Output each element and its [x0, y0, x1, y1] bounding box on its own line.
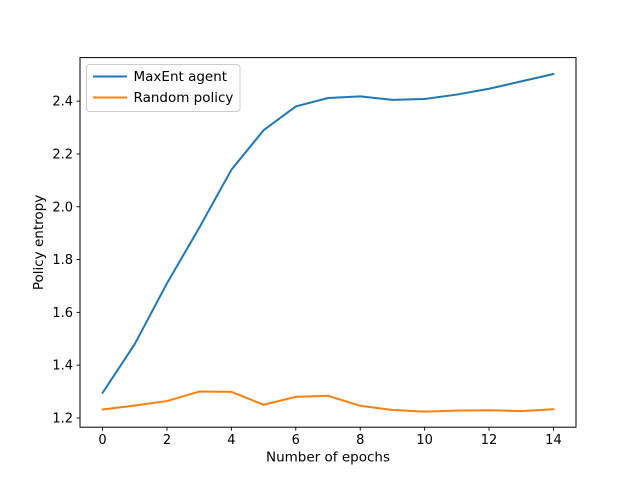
series-line-maxent-agent: [101, 72, 555, 394]
legend: MaxEnt agent Random policy: [86, 64, 241, 112]
x-axis-label: Number of epochs: [266, 450, 390, 466]
x-tick-label: 14: [545, 433, 562, 448]
x-tick-label: 6: [292, 433, 300, 448]
y-tick-label: 1.6: [52, 306, 73, 321]
y-tick-label: 1.2: [52, 411, 73, 426]
y-tick-label: 1.4: [52, 359, 73, 374]
x-tick-label: 8: [356, 433, 364, 448]
legend-label-random-policy: Random policy: [134, 90, 234, 106]
axes: 0 2 4 6 8 10 12 14 1.2 1.4 1.6 1.8 2.0 2.2 2.4: [52, 57, 577, 448]
x-tick-label: 12: [481, 433, 498, 448]
data-series: [101, 72, 555, 413]
plot-border: [79, 57, 577, 428]
y-tick-label: 1.8: [52, 253, 73, 268]
x-tick-label: 10: [416, 433, 433, 448]
x-tick-label: 2: [163, 433, 171, 448]
series-line-random-policy: [101, 390, 555, 413]
x-tick-label: 4: [227, 433, 235, 448]
y-axis-label: Policy entropy: [31, 195, 47, 290]
y-tick-label: 2.2: [52, 147, 73, 162]
x-tick-label: 0: [98, 433, 106, 448]
y-tick-label: 2.4: [52, 95, 73, 110]
legend-label-maxent-agent: MaxEnt agent: [134, 69, 228, 85]
y-tick-label: 2.0: [52, 200, 73, 215]
